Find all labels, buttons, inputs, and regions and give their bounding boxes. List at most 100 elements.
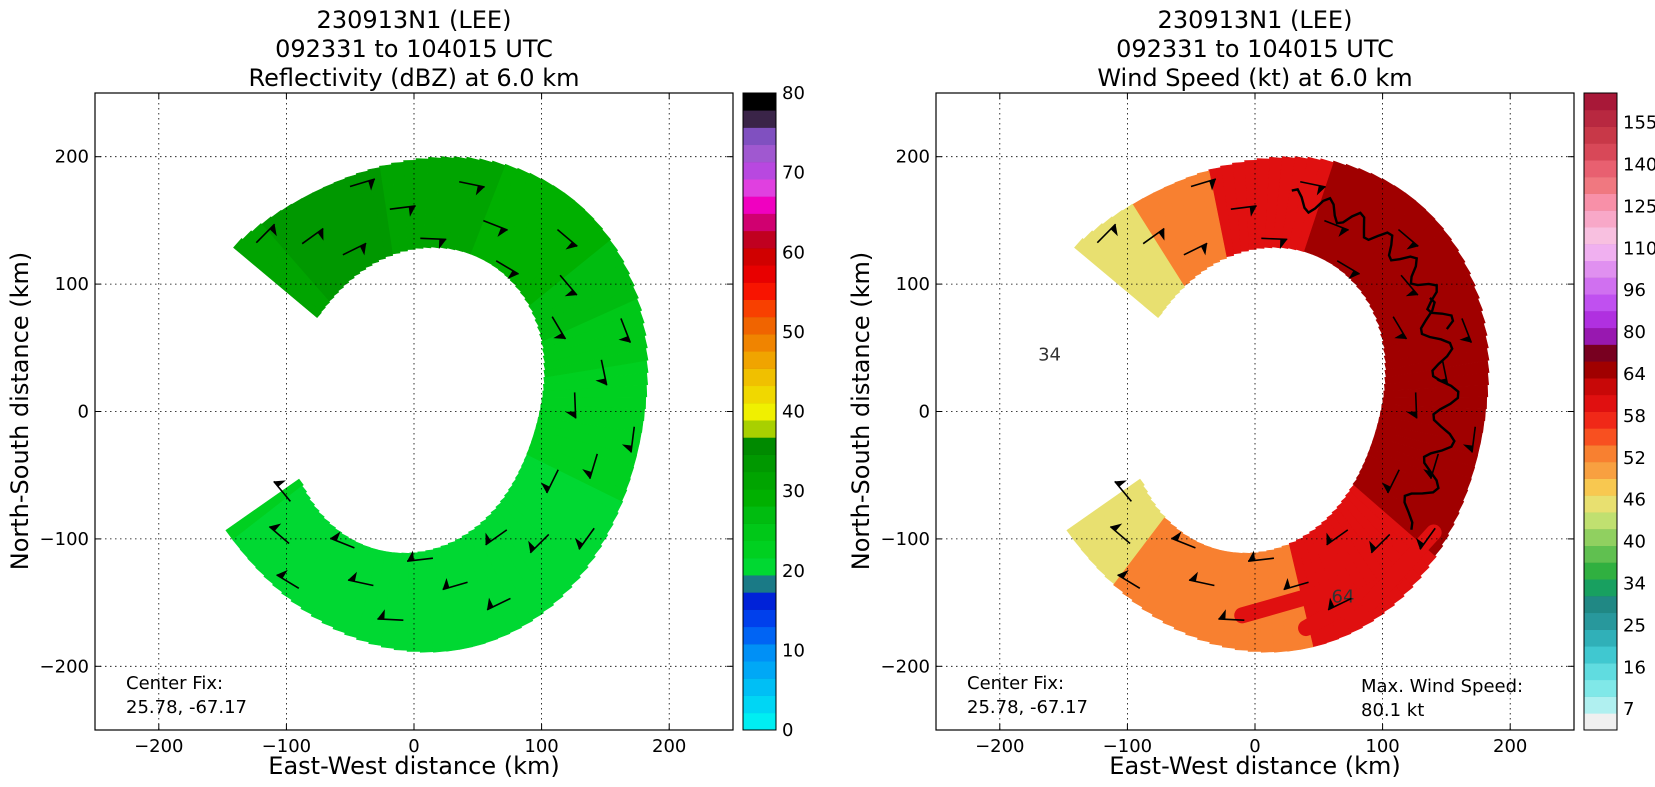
wind-barb-flag xyxy=(475,185,485,196)
colorbar-swatch xyxy=(1584,478,1617,496)
colorbar-frame xyxy=(742,92,777,731)
right-grid xyxy=(936,93,1574,730)
colorbar-swatch xyxy=(1584,160,1617,178)
colorbar-swatch xyxy=(743,661,776,679)
wind-barb-flag xyxy=(582,469,592,479)
wind-barb-shaft xyxy=(1336,260,1360,275)
wind-barb-flag xyxy=(1338,227,1349,237)
max-wind-label: Max. Wind Speed: xyxy=(1361,676,1523,697)
wind-barb-shaft xyxy=(1327,597,1352,611)
colorbar-swatch xyxy=(1584,445,1617,463)
wind-barb-shaft xyxy=(1370,533,1391,554)
wind-barb-flag xyxy=(528,540,536,553)
wind-barb-shaft xyxy=(342,242,367,256)
ring-cell xyxy=(477,167,531,261)
wind-barb-flag xyxy=(1316,185,1326,196)
colorbar-swatch xyxy=(743,712,776,731)
ring-cell xyxy=(454,158,493,253)
left-grid xyxy=(95,93,733,730)
wind-barb-flag xyxy=(347,571,357,582)
colorbar-swatch xyxy=(1584,294,1617,312)
colorbar-tick-label: 70 xyxy=(782,163,805,184)
colorbar-swatch xyxy=(1584,176,1617,194)
ring-cell xyxy=(523,454,624,513)
colorbar-tick-label: 34 xyxy=(1623,574,1646,595)
ring-cell xyxy=(438,156,467,249)
x-tick-label: 200 xyxy=(652,736,686,757)
wind-barb-flag xyxy=(1405,289,1418,297)
ring-cell xyxy=(233,237,322,318)
colorbar-swatch xyxy=(1584,243,1617,262)
colorbar-swatch xyxy=(1584,662,1617,681)
colorbar-swatch xyxy=(1584,394,1617,412)
colorbar-swatch xyxy=(1584,210,1617,228)
colorbar-swatch xyxy=(743,540,776,559)
x-tick-label: 0 xyxy=(1249,736,1260,757)
colorbar-tick-label: 110 xyxy=(1623,238,1655,259)
wind-barb-shaft xyxy=(1261,237,1288,241)
wind-barb-shaft xyxy=(1414,392,1418,419)
wind-barb-flag xyxy=(1328,597,1335,610)
colorbar-swatch xyxy=(1584,327,1617,345)
wind-barb-flag xyxy=(1423,469,1433,479)
wind-barb-flag xyxy=(1188,571,1198,582)
wind-barb-flag xyxy=(553,333,566,340)
colorbar-swatch xyxy=(1584,310,1617,329)
colorbar-tick-label: 16 xyxy=(1623,657,1646,678)
wind-barb-shaft xyxy=(551,316,567,340)
colorbar-tick-label: 80 xyxy=(1623,322,1646,343)
colorbar-tick-label: 40 xyxy=(782,402,805,423)
wind-speed-panel: 230913N1 (LEE) 092331 to 104015 UTC Wind… xyxy=(847,6,1655,780)
wind-barb-flag xyxy=(1209,178,1216,191)
colorbar-swatch xyxy=(743,575,776,593)
colorbar-tick-label: 96 xyxy=(1623,280,1646,301)
right-y-axis-label: North-South distance (km) xyxy=(847,252,875,571)
wind-barb-shaft xyxy=(1300,180,1326,188)
y-tick-label: 100 xyxy=(55,274,89,295)
colorbar-swatch xyxy=(1584,109,1617,127)
wind-barb-flag xyxy=(438,239,447,250)
ring-cell xyxy=(497,185,565,275)
ring-cell xyxy=(514,472,609,546)
wind-barb-flag xyxy=(377,609,385,620)
colorbar-swatch xyxy=(743,523,776,542)
colorbar-swatch xyxy=(743,643,776,662)
wind-speed-colorbar: 7 16 25 34 40 46 52 58 64 80 96 110 125 140 155 xyxy=(1583,92,1655,731)
colorbar-swatch xyxy=(1584,595,1617,614)
wind-barb-flag xyxy=(359,243,367,256)
ring-cell xyxy=(1220,164,1242,255)
ring-cell xyxy=(1232,161,1249,252)
colorbar-swatch xyxy=(1584,713,1617,731)
y-tick-label: −200 xyxy=(881,656,930,677)
contour-64kt xyxy=(1291,188,1455,330)
colorbar-swatch xyxy=(743,282,776,300)
colorbar-swatch xyxy=(1584,495,1617,513)
ring-cell xyxy=(526,447,628,502)
wind-barb-flag xyxy=(1381,482,1391,494)
ring-cell xyxy=(1074,237,1163,318)
left-center-fix-value: 25.78, -67.17 xyxy=(126,697,247,718)
x-tick-label: −200 xyxy=(134,736,183,757)
ring-cell xyxy=(528,441,631,491)
wind-barb-shaft xyxy=(1183,242,1208,256)
wind-barb-flag xyxy=(1462,444,1473,453)
ring-cell xyxy=(470,163,518,258)
wind-barb-flag xyxy=(507,270,519,280)
colorbar-swatch xyxy=(743,351,776,369)
wind-barb-flag xyxy=(1436,378,1448,386)
wind-barb-flag xyxy=(407,550,415,562)
wind-barb-flag xyxy=(1110,523,1123,532)
contour-label-34: 34 xyxy=(1038,345,1061,366)
wind-barb-shaft xyxy=(1142,227,1165,245)
right-title-line-1: 230913N1 (LEE) xyxy=(1158,6,1353,34)
colorbar-swatch xyxy=(743,368,776,387)
reflectivity-ring xyxy=(225,156,649,653)
colorbar-tick-label: 20 xyxy=(782,561,805,582)
colorbar-swatch xyxy=(1584,612,1617,630)
x-tick-label: 200 xyxy=(1493,736,1527,757)
wind-barb-shaft xyxy=(442,581,468,591)
colorbar-swatch xyxy=(743,265,776,283)
ring-cell xyxy=(1208,167,1235,258)
wind-barb-flag xyxy=(565,241,578,250)
wind-barb-shaft xyxy=(1283,581,1309,591)
